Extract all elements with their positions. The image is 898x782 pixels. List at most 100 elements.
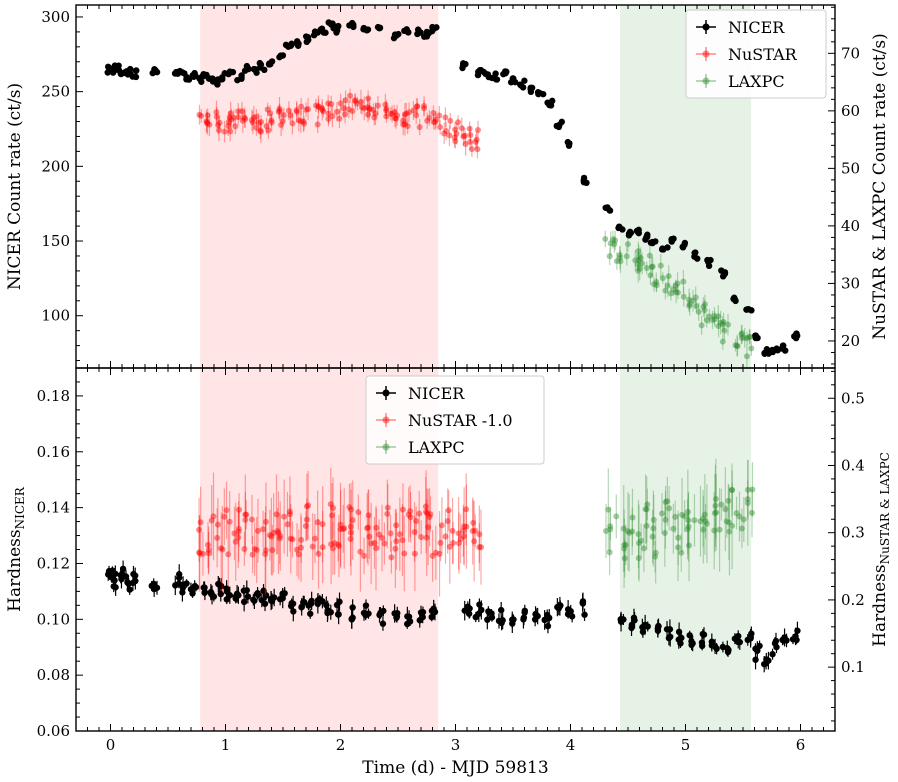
laxpc-point (725, 497, 732, 504)
nustar-point (232, 123, 239, 130)
nustar-point (257, 128, 264, 135)
nustar-point (470, 519, 477, 526)
nustar-point (285, 107, 292, 114)
y-tick-label: 0.16 (37, 443, 70, 461)
nicer-point (217, 76, 225, 83)
nustar-point (374, 102, 381, 109)
nicer-point (189, 590, 196, 597)
nustar-point (216, 119, 223, 126)
nicer-point (617, 616, 624, 623)
nicer-point (192, 583, 200, 591)
nustar-point (235, 528, 242, 535)
nicer-point (423, 33, 431, 40)
nicer-point (333, 601, 341, 609)
nicer-point (464, 603, 472, 610)
nustar-point (383, 113, 390, 120)
legend-marker-dot (702, 77, 710, 85)
nustar-point (249, 119, 256, 126)
nustar-point (474, 146, 481, 153)
nicer-point (405, 613, 413, 620)
nustar-point (364, 104, 371, 111)
nustar-point (297, 544, 304, 551)
nicer-point (124, 579, 131, 586)
nustar-point (466, 125, 473, 132)
nustar-point (243, 511, 250, 518)
nustar-point (407, 508, 414, 515)
nustar-point (383, 107, 390, 114)
nicer-point (769, 650, 776, 658)
nustar-point (208, 517, 215, 524)
nicer-point (119, 565, 127, 573)
nicer-point (534, 612, 541, 620)
nicer-point (348, 616, 355, 623)
nustar-point (314, 519, 321, 526)
nicer-point (793, 330, 800, 337)
nustar-point (214, 534, 221, 541)
nicer-point (151, 66, 158, 73)
nicer-point (631, 617, 638, 624)
laxpc-point (636, 265, 643, 272)
legend-label: NuSTAR -1.0 (408, 411, 513, 430)
nustar-point (442, 114, 449, 121)
nustar-point (266, 532, 273, 539)
nustar-point (455, 530, 462, 537)
nustar-point (342, 111, 349, 118)
laxpc-point (657, 262, 664, 269)
nustar-point (227, 128, 234, 135)
nustar-point (399, 537, 406, 544)
laxpc-point (744, 496, 751, 503)
nicer-point (771, 640, 779, 647)
nustar-point (196, 550, 203, 557)
laxpc-point (673, 289, 680, 296)
nicer-point (492, 70, 499, 77)
nicer-point (459, 60, 467, 67)
laxpc-point (616, 254, 623, 261)
laxpc-point (643, 506, 650, 513)
nustar-point (253, 547, 260, 554)
nustar-point (355, 509, 362, 516)
nicer-point (781, 634, 788, 641)
x-tick-label: 5 (681, 736, 691, 754)
nustar-point (325, 100, 332, 107)
nustar-point (373, 524, 380, 531)
nicer-point (660, 246, 667, 253)
laxpc-point (702, 518, 709, 525)
nicer-point (493, 76, 501, 83)
laxpc-point (703, 520, 710, 527)
legend-marker-dot (702, 50, 710, 58)
nustar-point (210, 513, 217, 520)
nicer-point (379, 620, 387, 627)
nustar-point (371, 539, 378, 546)
nustar-point (423, 508, 430, 515)
nustar-point (231, 530, 238, 537)
nustar-point (391, 109, 398, 116)
laxpc-point (700, 303, 707, 310)
nustar-point (427, 511, 434, 518)
laxpc-point (692, 294, 699, 301)
nustar-point (325, 115, 332, 122)
laxpc-point (629, 514, 636, 521)
nustar-point (441, 130, 448, 137)
nustar-point (432, 118, 439, 125)
nustar-point (214, 521, 221, 528)
laxpc-point (746, 333, 753, 340)
laxpc-point (661, 530, 668, 537)
nustar-point (270, 529, 277, 536)
laxpc-point (698, 322, 705, 329)
nustar-point (319, 521, 326, 528)
nustar-point (276, 105, 283, 112)
nicer-point (647, 239, 655, 246)
nicer-point (287, 602, 295, 610)
nustar-point (354, 100, 361, 107)
laxpc-point (622, 541, 629, 548)
nicer-point (433, 24, 440, 31)
laxpc-point (617, 258, 624, 265)
laxpc-point (637, 254, 644, 261)
laxpc-point (695, 308, 702, 315)
nustar-point (196, 549, 203, 556)
nustar-point (346, 504, 353, 511)
laxpc-point (662, 287, 669, 294)
laxpc-point (635, 253, 642, 260)
nicer-point (580, 179, 588, 186)
nustar-point (424, 510, 431, 517)
